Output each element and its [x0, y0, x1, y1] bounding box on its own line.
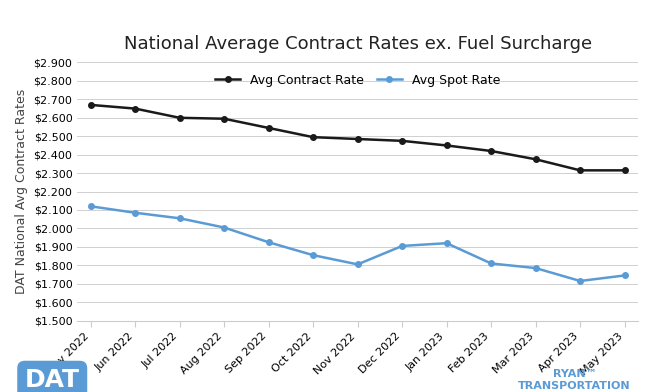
- Avg Contract Rate: [87, 103, 95, 107]
- Avg Spot Rate: [621, 273, 629, 278]
- Line: Avg Contract Rate: Avg Contract Rate: [88, 102, 628, 173]
- Avg Spot Rate: [576, 279, 584, 283]
- Avg Contract Rate: [220, 116, 228, 121]
- Avg Contract Rate: [532, 157, 539, 162]
- Y-axis label: DAT National Avg Contract Rates: DAT National Avg Contract Rates: [15, 89, 28, 294]
- Legend: Avg Contract Rate, Avg Spot Rate: Avg Contract Rate, Avg Spot Rate: [210, 69, 505, 92]
- Avg Spot Rate: [310, 253, 317, 258]
- Avg Spot Rate: [131, 211, 139, 215]
- Avg Spot Rate: [220, 225, 228, 230]
- Text: RYAN™
TRANSPORTATION: RYAN™ TRANSPORTATION: [518, 369, 631, 391]
- Title: National Average Contract Rates ex. Fuel Surcharge: National Average Contract Rates ex. Fuel…: [123, 34, 592, 53]
- Avg Spot Rate: [398, 243, 406, 248]
- Avg Contract Rate: [131, 106, 139, 111]
- Avg Contract Rate: [443, 143, 451, 148]
- Avg Contract Rate: [487, 149, 495, 153]
- Avg Contract Rate: [176, 116, 183, 120]
- Avg Spot Rate: [354, 262, 362, 267]
- Line: Avg Spot Rate: Avg Spot Rate: [88, 203, 628, 284]
- Text: DAT: DAT: [25, 368, 80, 392]
- Avg Contract Rate: [310, 135, 317, 140]
- Avg Spot Rate: [487, 261, 495, 266]
- Avg Contract Rate: [398, 138, 406, 143]
- Avg Contract Rate: [576, 168, 584, 173]
- Avg Spot Rate: [87, 204, 95, 209]
- Avg Spot Rate: [176, 216, 183, 221]
- Avg Contract Rate: [354, 137, 362, 142]
- Avg Spot Rate: [443, 241, 451, 245]
- Avg Spot Rate: [264, 240, 272, 245]
- Avg Spot Rate: [532, 266, 539, 270]
- Avg Contract Rate: [264, 125, 272, 130]
- Avg Contract Rate: [621, 168, 629, 173]
